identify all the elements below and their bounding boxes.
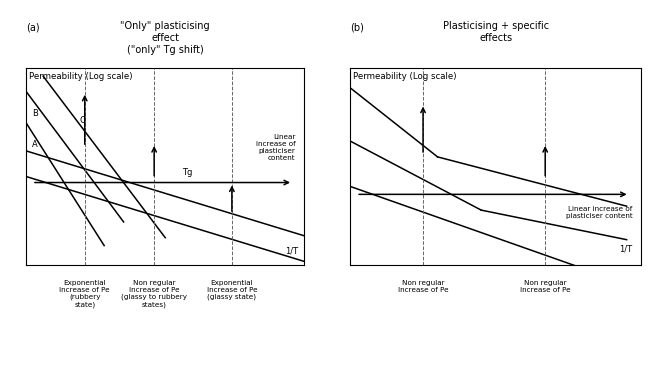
- Text: Linear
increase of
plasticiser
content: Linear increase of plasticiser content: [256, 133, 295, 161]
- Text: Non regular
Increase of Pe: Non regular Increase of Pe: [520, 280, 570, 293]
- Text: Exponential
Increase of Pe
(rubbery
state): Exponential Increase of Pe (rubbery stat…: [59, 280, 110, 308]
- Text: Non regular
Increase of Pe: Non regular Increase of Pe: [398, 280, 448, 293]
- Text: 1/T: 1/T: [619, 244, 633, 254]
- Text: (a): (a): [26, 23, 40, 33]
- Text: Tg: Tg: [182, 168, 192, 177]
- Text: (b): (b): [350, 23, 364, 33]
- Text: C: C: [79, 116, 85, 125]
- Text: Permeability (Log scale): Permeability (Log scale): [353, 72, 457, 81]
- Text: B: B: [32, 108, 38, 117]
- Text: Permeability (Log scale): Permeability (Log scale): [29, 72, 133, 81]
- Text: "Only" plasticising
effect
("only" Tg shift): "Only" plasticising effect ("only" Tg sh…: [120, 21, 210, 55]
- Text: Linear increase of
plasticiser content: Linear increase of plasticiser content: [566, 206, 633, 219]
- Text: Exponential
Increase of Pe
(glassy state): Exponential Increase of Pe (glassy state…: [207, 280, 257, 301]
- Text: A: A: [32, 140, 38, 149]
- Text: Plasticising + specific
effects: Plasticising + specific effects: [443, 21, 549, 43]
- Text: 1/T: 1/T: [286, 246, 299, 255]
- Text: Non regular
Increase of Pe
(glassy to rubbery
states): Non regular Increase of Pe (glassy to ru…: [121, 280, 187, 308]
